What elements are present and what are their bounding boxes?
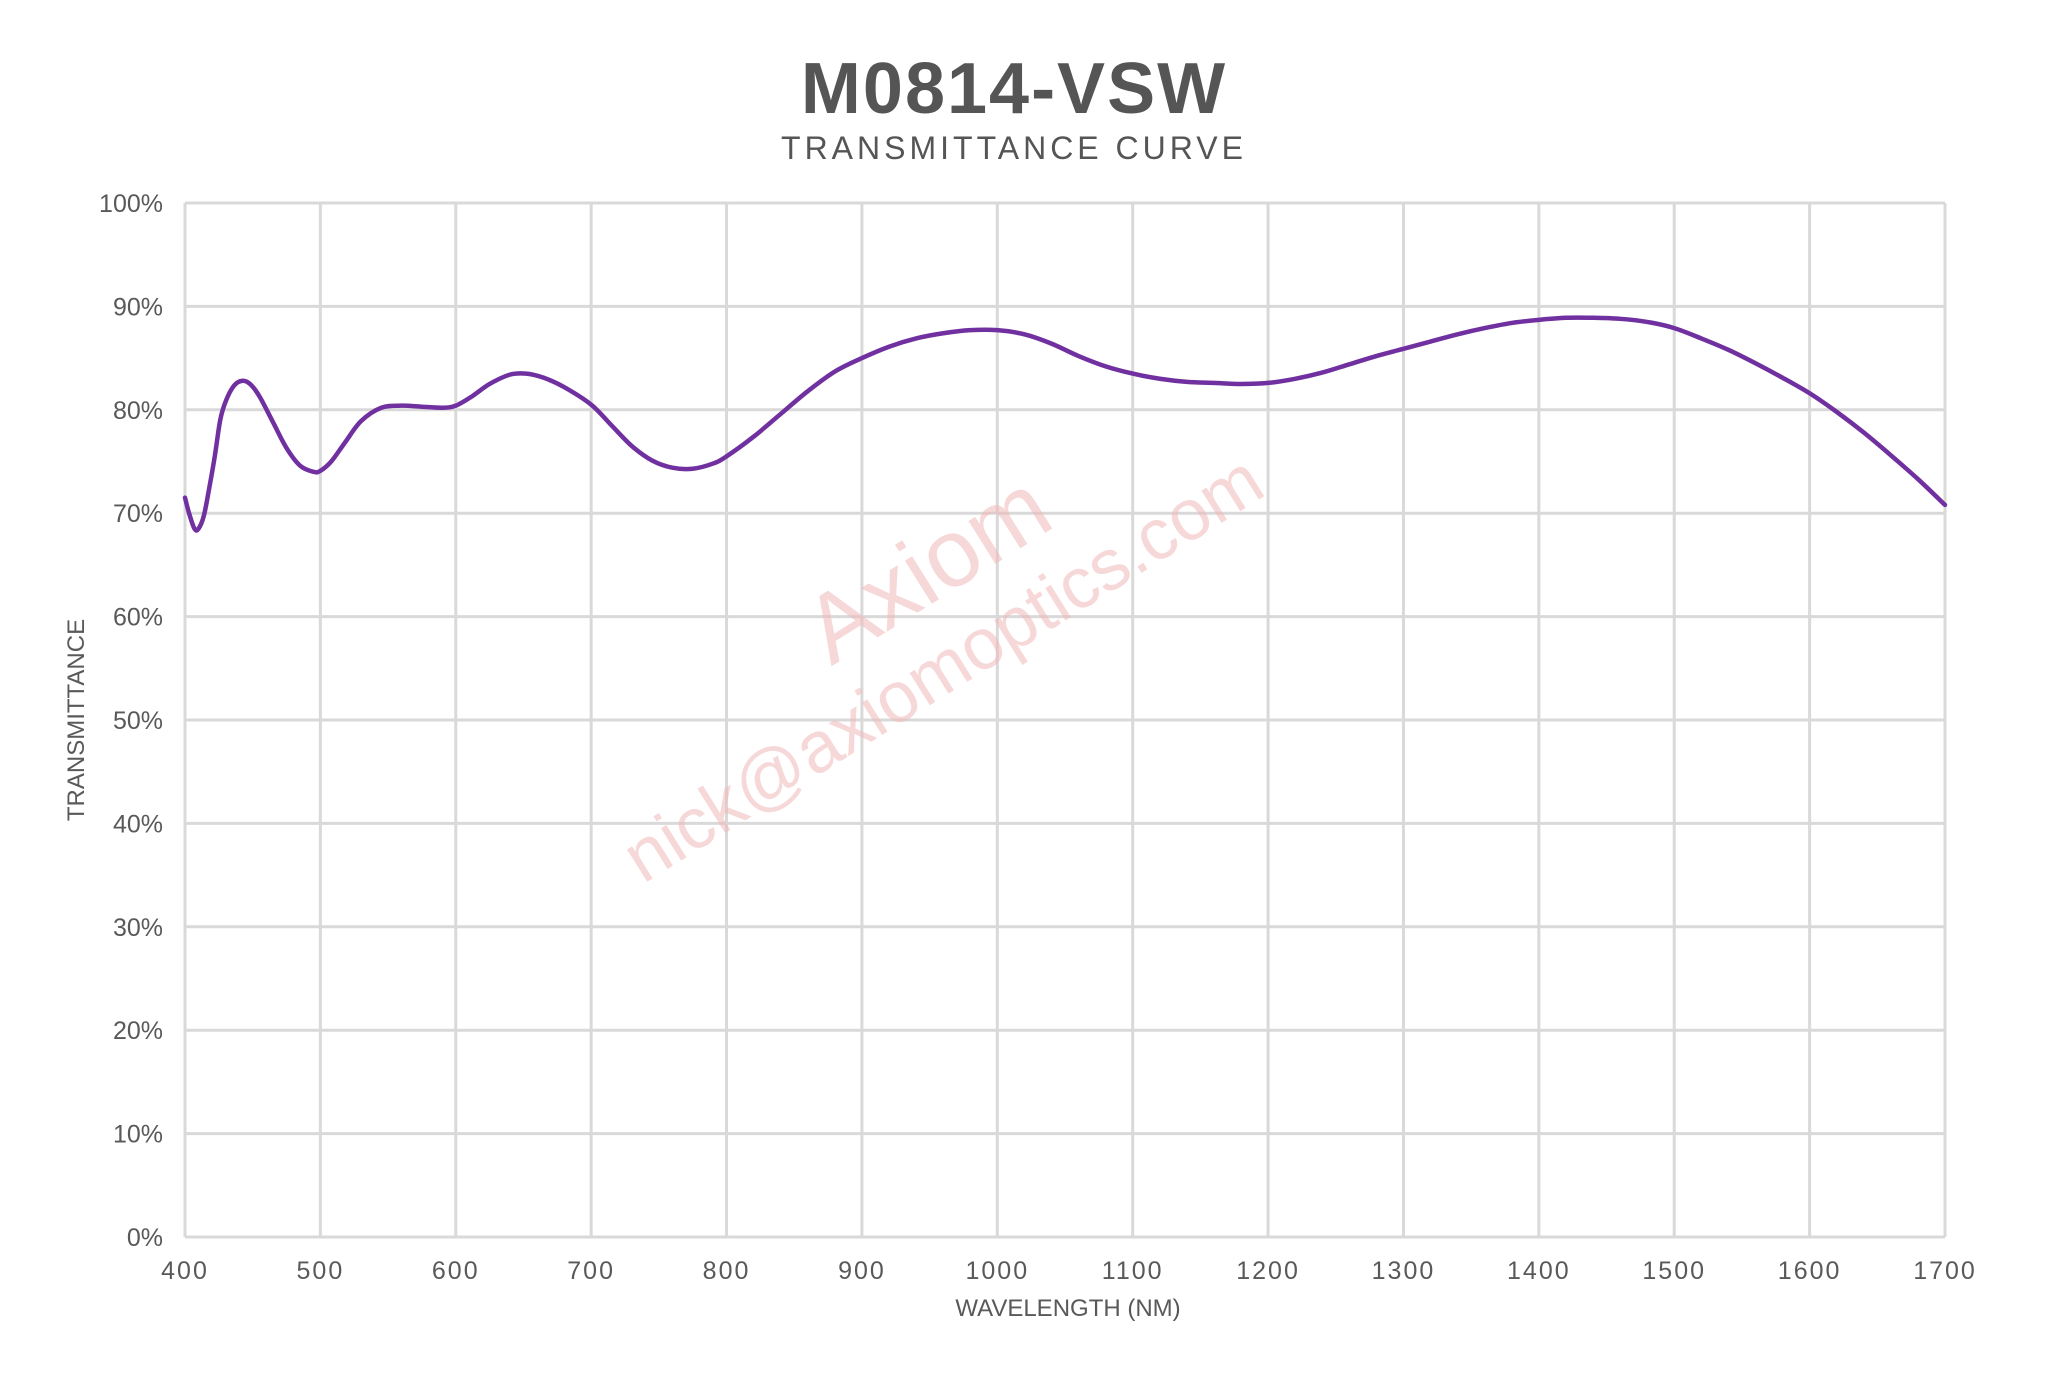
- x-tick-label: 600: [432, 1257, 480, 1285]
- y-tick-label: 30%: [113, 914, 163, 942]
- chart-subtitle: TRANSMITTANCE CURVE: [781, 130, 1247, 166]
- series-layer: [182, 315, 1948, 533]
- grid-lines: [183, 201, 1947, 1239]
- y-tick-label: 50%: [113, 707, 163, 735]
- x-tick-label: 400: [161, 1257, 209, 1285]
- y-tick-label: 0%: [127, 1224, 163, 1252]
- x-tick-label: 1100: [1102, 1257, 1164, 1285]
- y-tick-label: 100%: [99, 190, 163, 218]
- x-tick-label: 1600: [1778, 1257, 1842, 1285]
- chart-title: M0814-VSW: [801, 49, 1227, 129]
- x-tick-label: 1000: [965, 1257, 1029, 1285]
- x-tick-label: 700: [567, 1257, 615, 1285]
- x-axis-label: WAVELENGTH (NM): [955, 1295, 1180, 1322]
- y-tick-labels: 0% 10% 20% 30% 40% 50% 60% 70% 80% 90% 100%: [99, 190, 163, 1252]
- y-tick-label: 70%: [113, 500, 163, 528]
- x-tick-label: 1400: [1507, 1257, 1571, 1285]
- x-tick-label: 500: [297, 1257, 345, 1285]
- y-tick-label: 60%: [113, 604, 163, 632]
- x-tick-label: 1200: [1236, 1257, 1300, 1285]
- x-tick-label: 800: [703, 1257, 751, 1285]
- y-tick-label: 10%: [113, 1121, 163, 1149]
- x-tick-label: 900: [838, 1257, 886, 1285]
- watermark: Axiom nick@axiomoptics.com: [609, 439, 1277, 898]
- y-tick-label: 40%: [113, 810, 163, 838]
- x-tick-label: 1300: [1372, 1257, 1436, 1285]
- y-tick-label: 90%: [113, 293, 163, 321]
- y-tick-label: 20%: [113, 1017, 163, 1045]
- y-axis-label: TRANSMITTANCE: [63, 619, 90, 821]
- x-tick-labels: 400 500 600 700 800 900 1000 1100 1200 1300 1400 15…: [161, 1257, 1977, 1285]
- x-tick-label: 1700: [1913, 1257, 1977, 1285]
- y-tick-label: 80%: [113, 397, 163, 425]
- transmittance-series-line: [182, 315, 1948, 533]
- x-tick-label: 1500: [1642, 1257, 1706, 1285]
